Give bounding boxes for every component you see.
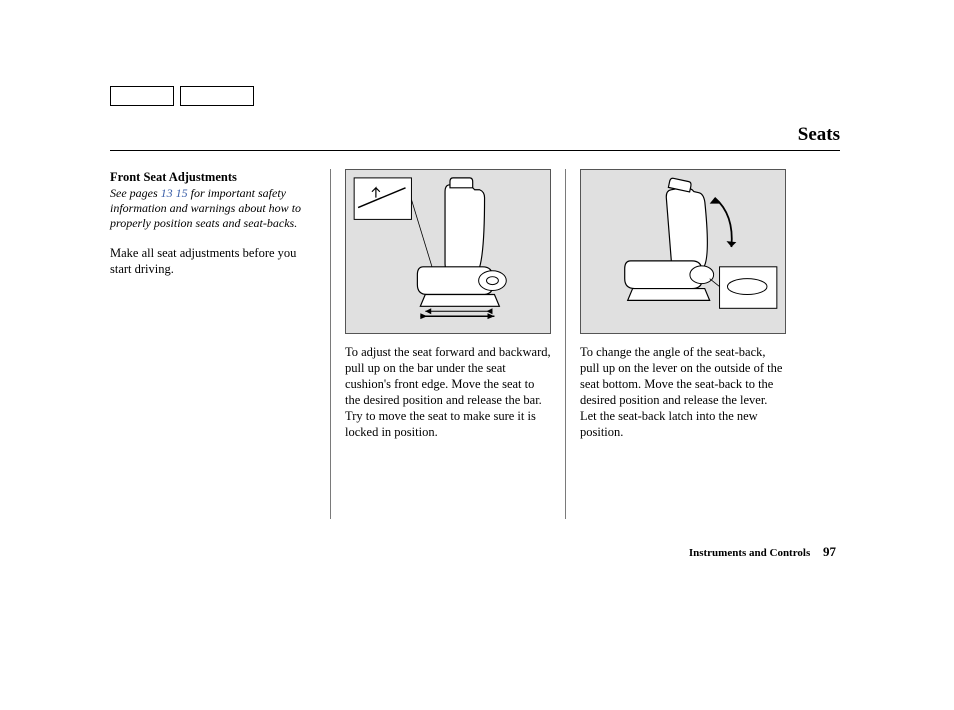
page-footer: Instruments and Controls 97	[689, 544, 836, 560]
column3-body: To change the angle of the seat-back, pu…	[580, 344, 786, 440]
section-heading: Front Seat Adjustments	[110, 169, 316, 185]
header-row: Seats	[110, 124, 840, 151]
note-prefix: See pages	[110, 186, 161, 200]
nav-box-2[interactable]	[180, 86, 254, 106]
safety-note: See pages 13 15 for important safety inf…	[110, 186, 316, 231]
footer-section-label: Instruments and Controls	[689, 547, 810, 559]
content-area: Front Seat Adjustments See pages 13 15 f…	[110, 169, 840, 519]
footer-page-number: 97	[823, 544, 836, 559]
page-ref-link-1[interactable]: 13	[161, 186, 173, 200]
page-container: Seats Front Seat Adjustments See pages 1…	[110, 86, 840, 519]
page-title: Seats	[798, 124, 840, 146]
column-3: To change the angle of the seat-back, pu…	[566, 169, 800, 519]
seat-recline-illustration	[581, 170, 785, 333]
seat-back-angle-diagram	[580, 169, 786, 334]
column2-body: To adjust the seat forward and backward,…	[345, 344, 551, 440]
nav-box-1[interactable]	[110, 86, 174, 106]
seat-slide-illustration	[346, 170, 550, 333]
column-2: To adjust the seat forward and backward,…	[331, 169, 565, 519]
seat-forward-back-diagram	[345, 169, 551, 334]
nav-boxes	[110, 86, 840, 106]
column1-body: Make all seat adjustments before you sta…	[110, 245, 316, 277]
page-ref-link-2[interactable]: 15	[176, 186, 188, 200]
column-1: Front Seat Adjustments See pages 13 15 f…	[110, 169, 330, 519]
